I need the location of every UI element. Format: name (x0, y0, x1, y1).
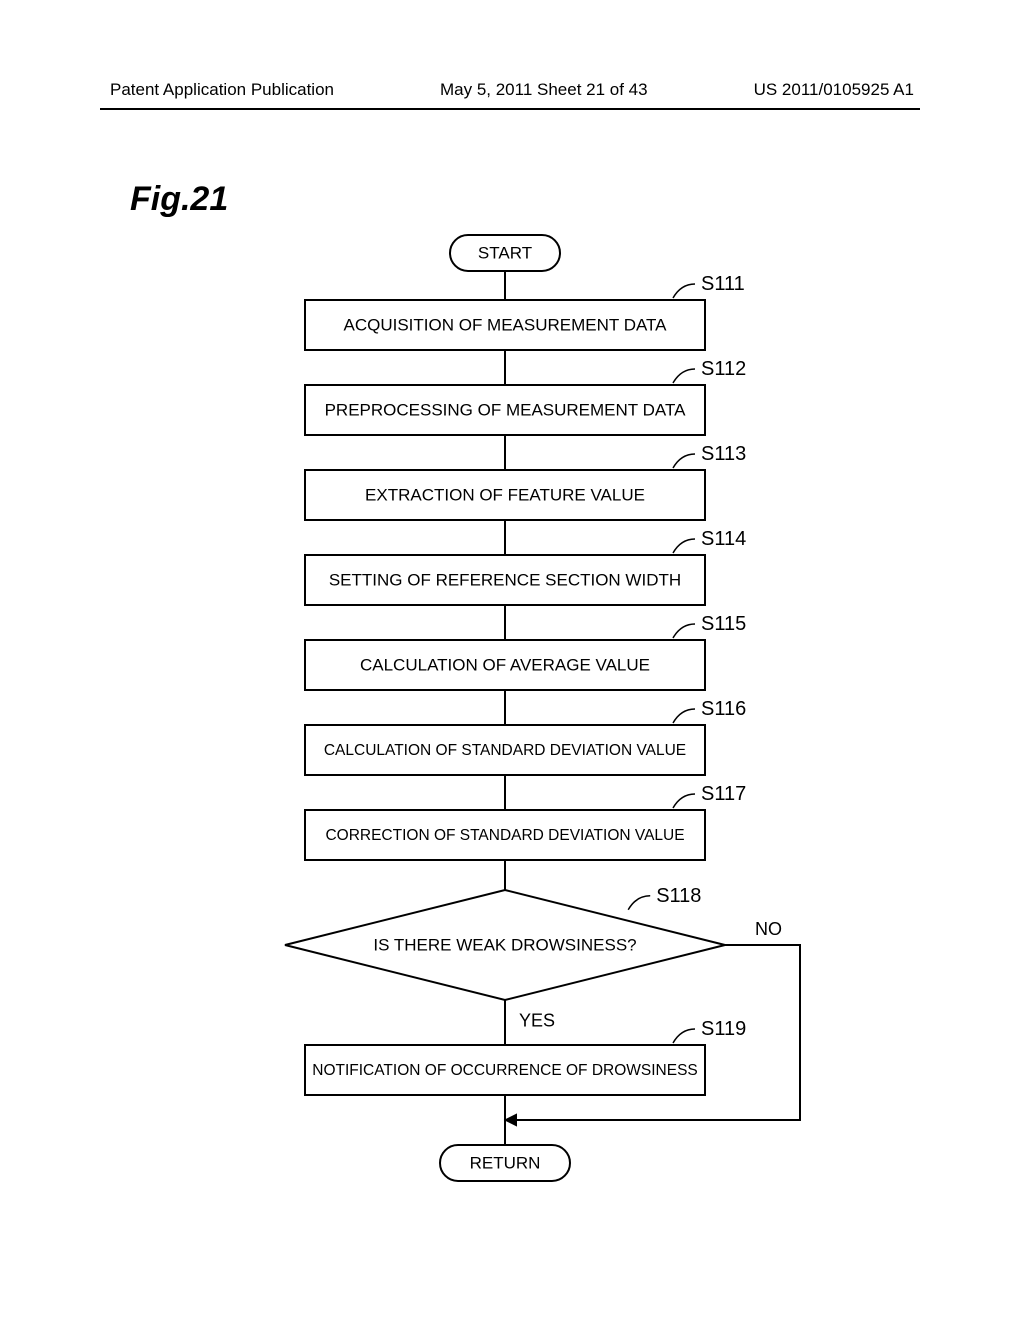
s118-step-label: S118 (656, 885, 701, 907)
s112-lead (673, 369, 695, 383)
header-rule (100, 108, 920, 110)
s116-step-label: S116 (701, 698, 746, 720)
s114-step-label: S114 (701, 528, 746, 550)
s119-step-label: S119 (701, 1018, 746, 1040)
s111-lead (673, 284, 695, 298)
s113-lead (673, 454, 695, 468)
s113-text: EXTRACTION OF FEATURE VALUE (365, 485, 645, 504)
header-center: May 5, 2011 Sheet 21 of 43 (440, 80, 648, 100)
s119-lead (673, 1029, 695, 1043)
s115-lead (673, 624, 695, 638)
s116-lead (673, 709, 695, 723)
flowchart: START ACQUISITION OF MEASUREMENT DATA S111… (245, 225, 895, 1205)
s118-text: IS THERE WEAK DROWSINESS? (373, 935, 636, 954)
s113-step-label: S113 (701, 443, 746, 465)
s114-text: SETTING OF REFERENCE SECTION WIDTH (329, 570, 681, 589)
s112-text: PREPROCESSING OF MEASUREMENT DATA (325, 400, 686, 419)
s111-step-label: S111 (701, 273, 745, 295)
s111-text: ACQUISITION OF MEASUREMENT DATA (343, 315, 667, 334)
start-label: START (478, 243, 532, 262)
s114-lead (673, 539, 695, 553)
header-right: US 2011/0105925 A1 (754, 80, 914, 100)
s116-text: CALCULATION OF STANDARD DEVIATION VALUE (324, 742, 686, 759)
return-label: RETURN (470, 1153, 541, 1172)
header-left: Patent Application Publication (110, 80, 334, 100)
page: Patent Application Publication May 5, 20… (0, 0, 1024, 1320)
s118-yes-label: YES (519, 1011, 555, 1031)
s112-step-label: S112 (701, 358, 746, 380)
s118-no-label: NO (755, 919, 782, 939)
s118-lead (628, 896, 650, 910)
s115-step-label: S115 (701, 613, 746, 635)
s117-step-label: S117 (701, 783, 746, 805)
s117-lead (673, 794, 695, 808)
figure-title: Fig.21 (130, 180, 228, 219)
s119-text: NOTIFICATION OF OCCURRENCE OF DROWSINESS (312, 1062, 698, 1079)
s117-text: CORRECTION OF STANDARD DEVIATION VALUE (325, 827, 684, 844)
patent-header: Patent Application Publication May 5, 20… (110, 80, 914, 100)
s115-text: CALCULATION OF AVERAGE VALUE (360, 655, 650, 674)
